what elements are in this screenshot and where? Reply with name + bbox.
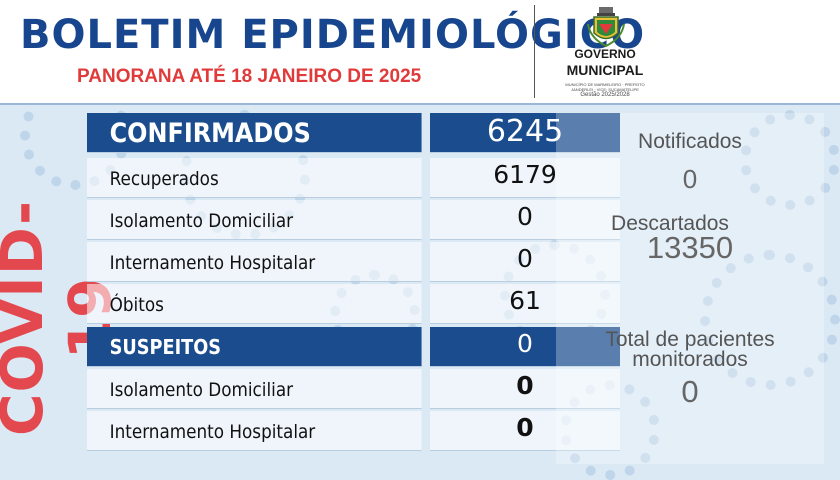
logo-line-municipal: MUNICIPAL: [566, 62, 644, 78]
descartados-label: Descartados: [611, 212, 729, 235]
virus-decoration-icon: [740, 110, 840, 210]
row-value: 0: [430, 369, 620, 409]
descartados-value: 13350: [646, 230, 734, 265]
row-value: 6179: [430, 158, 620, 198]
notificados-value: 0: [682, 164, 698, 194]
government-logo: GOVERNO MUNICIPAL MUNICÍPIO DE MARMELEIR…: [555, 4, 655, 100]
row-value: 0: [430, 242, 620, 282]
row-value: 0: [430, 327, 620, 367]
page-subtitle: PANORANA ATÉ 18 JANEIRO DE 2025: [77, 66, 422, 87]
row-label: Isolamento Domiciliar: [87, 369, 422, 409]
notificados-block: Notificados 0: [556, 130, 824, 195]
row-label: Internamento Hospitalar: [87, 411, 422, 451]
monitorados-label-1: Total de pacientes: [605, 328, 775, 351]
row-label: Internamento Hospitalar: [87, 242, 422, 282]
row-value: 61: [430, 284, 620, 324]
notificados-label: Notificados: [638, 130, 742, 153]
coat-of-arms-icon: [587, 7, 625, 48]
monitorados-block: Total de pacientes monitorados 0: [556, 328, 824, 410]
header-bar: BOLETIM EPIDEMIOLÓGICO PANORANA ATÉ 18 J…: [0, 0, 840, 105]
monitorados-value: 0: [681, 374, 699, 409]
page-title: BOLETIM EPIDEMIOLÓGICO: [20, 12, 646, 58]
header-divider: [534, 5, 535, 98]
row-label: SUSPEITOS: [87, 327, 422, 367]
row-value: 0: [430, 411, 620, 451]
row-label: CONFIRMADOS: [87, 113, 422, 153]
logo-term: Gestão 2025/2028: [580, 92, 630, 98]
row-label: Recuperados: [87, 158, 422, 198]
monitorados-label-2: monitorados: [632, 348, 748, 371]
descartados-block: Descartados 13350: [556, 212, 824, 266]
row-label: Isolamento Domiciliar: [87, 200, 422, 240]
summary-panel: [556, 113, 824, 464]
row-value: 0: [430, 200, 620, 240]
row-value: 6245: [430, 113, 620, 153]
virus-decoration-icon: [700, 250, 840, 390]
logo-line-governo: GOVERNO: [574, 47, 636, 61]
row-label: Óbitos: [87, 284, 422, 324]
logo-fine-print: MUNICÍPIO DE MARMELEIRO · PREFEITO JANDE…: [565, 82, 645, 92]
